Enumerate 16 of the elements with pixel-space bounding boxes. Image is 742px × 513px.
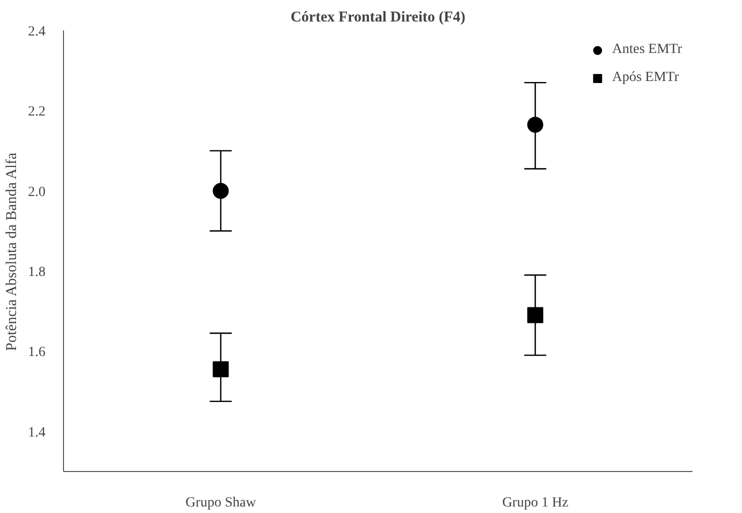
legend-label: Após EMTr: [612, 70, 679, 86]
legend-label: Antes EMTr: [612, 42, 682, 58]
chart-title: Córtex Frontal Direito (F4): [290, 10, 466, 26]
y-tick-label: 1.6: [28, 345, 46, 360]
y-tick-label: 2.4: [28, 24, 46, 40]
point: [212, 361, 229, 378]
y-axis-title: Potência Absoluta da Banda Alfa: [4, 152, 20, 351]
x-tick-label: Grupo Shaw: [186, 496, 257, 510]
y-tick-label: 2.0: [28, 184, 46, 200]
point: [527, 307, 544, 324]
y-tick-label: 1.8: [28, 265, 46, 280]
y-tick-label: 2.2: [28, 104, 46, 120]
x-tick-label: Grupo 1 Hz: [502, 496, 568, 510]
point: [527, 116, 544, 133]
y-tick-label: 1.4: [28, 425, 46, 440]
point: [212, 182, 229, 199]
